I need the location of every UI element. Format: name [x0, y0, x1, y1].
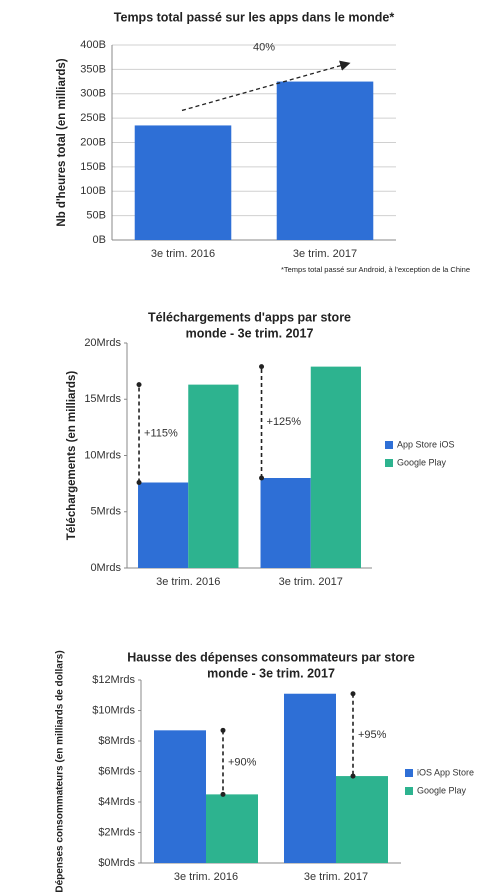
bar — [260, 478, 311, 568]
x-tick-label: 3e trim. 2016 — [151, 248, 215, 260]
bar — [284, 693, 336, 863]
footnote: *Temps total passé sur Android, à l'exce… — [281, 265, 470, 274]
y-tick-label: 200B — [80, 136, 106, 148]
legend-swatch — [405, 769, 413, 777]
y-tick-label: 100B — [80, 185, 106, 197]
y-tick-label: $12Mrds — [92, 674, 135, 686]
y-tick-label: $6Mrds — [98, 765, 135, 777]
chart-title: Temps total passé sur les apps dans le m… — [114, 10, 395, 24]
legend-swatch — [405, 787, 413, 795]
y-tick-label: 50B — [86, 210, 106, 222]
y-axis-label: Dépenses consommateurs (en milliards de … — [55, 650, 66, 892]
difference-dot — [259, 475, 265, 481]
difference-dot — [259, 364, 265, 370]
annotation: +90% — [228, 756, 257, 768]
x-tick-label: 3e trim. 2017 — [304, 871, 368, 883]
y-tick-label: 400B — [80, 39, 106, 51]
y-tick-label: 300B — [80, 88, 106, 100]
difference-dot — [220, 727, 226, 733]
chart-subtitle: monde - 3e trim. 2017 — [207, 666, 335, 680]
x-tick-label: 3e trim. 2016 — [174, 871, 238, 883]
legend-label: App Store iOS — [397, 439, 455, 449]
y-tick-label: $2Mrds — [98, 826, 135, 838]
y-tick-label: 0B — [93, 234, 106, 246]
chart-subtitle: monde - 3e trim. 2017 — [186, 326, 314, 340]
difference-dot — [136, 382, 142, 388]
y-tick-label: 5Mrds — [90, 506, 121, 518]
chart-title: Téléchargements d'apps par store — [148, 310, 351, 324]
legend-swatch — [385, 441, 393, 449]
y-tick-label: 20Mrds — [84, 337, 121, 349]
annotation: 40% — [253, 42, 275, 54]
chart-title: Hausse des dépenses consommateurs par st… — [127, 650, 415, 664]
y-tick-label: 250B — [80, 112, 106, 124]
y-axis-label: Nb d'heures total (en milliards) — [56, 58, 68, 226]
y-tick-label: 15Mrds — [84, 393, 121, 405]
x-tick-label: 3e trim. 2017 — [279, 576, 343, 588]
trend-arrow — [181, 60, 351, 112]
bar — [154, 730, 206, 863]
x-tick-label: 3e trim. 2016 — [156, 576, 220, 588]
y-tick-label: $10Mrds — [92, 704, 135, 716]
y-tick-label: $4Mrds — [98, 796, 135, 808]
difference-dot — [350, 773, 356, 779]
y-tick-label: 150B — [80, 161, 106, 173]
bar — [138, 482, 189, 568]
legend-label: Google Play — [417, 785, 467, 795]
bar — [134, 125, 232, 240]
legend-label: Google Play — [397, 457, 447, 467]
bar — [310, 366, 361, 568]
bar — [336, 776, 388, 863]
difference-dot — [350, 691, 356, 697]
annotation: +115% — [144, 427, 178, 439]
legend-label: iOS App Store — [417, 767, 474, 777]
y-tick-label: 10Mrds — [84, 449, 121, 461]
difference-dot — [220, 791, 226, 797]
y-tick-label: 350B — [80, 63, 106, 75]
difference-dot — [136, 480, 142, 485]
bar — [206, 794, 258, 863]
bar — [188, 384, 239, 568]
y-tick-label: $8Mrds — [98, 735, 135, 747]
annotation: +125% — [267, 416, 302, 428]
bar — [276, 81, 374, 240]
y-tick-label: $0Mrds — [98, 857, 135, 869]
y-tick-label: 0Mrds — [90, 562, 121, 574]
annotation: +95% — [358, 729, 387, 741]
legend-swatch — [385, 459, 393, 467]
x-tick-label: 3e trim. 2017 — [293, 248, 357, 260]
y-axis-label: Téléchargements (en milliards) — [66, 371, 78, 541]
